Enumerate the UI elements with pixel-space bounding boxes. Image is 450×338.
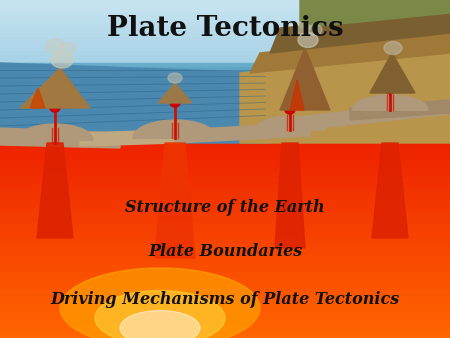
Ellipse shape [373,10,408,25]
Ellipse shape [294,22,310,34]
Polygon shape [350,100,450,120]
Polygon shape [352,95,428,110]
Polygon shape [20,68,90,108]
Polygon shape [275,143,305,248]
Ellipse shape [120,311,200,338]
Polygon shape [155,143,195,258]
Polygon shape [30,88,45,108]
Ellipse shape [320,11,360,29]
Polygon shape [290,80,304,110]
Polygon shape [37,143,73,238]
Ellipse shape [170,99,180,107]
Ellipse shape [46,39,64,53]
Text: Driving Mechanisms of Plate Tectonics: Driving Mechanisms of Plate Tectonics [50,291,400,308]
Polygon shape [175,123,310,143]
Text: Structure of the Earth: Structure of the Earth [125,199,325,216]
Polygon shape [250,33,450,73]
Text: Plate Boundaries: Plate Boundaries [148,243,302,260]
Ellipse shape [385,86,395,94]
Polygon shape [372,143,408,238]
Polygon shape [370,53,415,93]
Polygon shape [280,48,330,110]
Ellipse shape [51,52,73,68]
Polygon shape [300,0,450,28]
Text: Plate Tectonics: Plate Tectonics [107,15,343,42]
Ellipse shape [285,106,295,114]
Ellipse shape [384,42,402,54]
Polygon shape [158,83,192,103]
Ellipse shape [283,22,338,44]
Polygon shape [17,124,93,140]
Ellipse shape [395,18,445,38]
Polygon shape [0,63,270,143]
Polygon shape [270,13,450,53]
Polygon shape [133,120,217,138]
Ellipse shape [308,24,322,35]
Ellipse shape [347,20,392,40]
Polygon shape [240,53,450,143]
Ellipse shape [95,290,225,338]
Ellipse shape [298,32,318,48]
Ellipse shape [60,268,260,338]
Ellipse shape [168,73,182,83]
Ellipse shape [60,42,76,54]
Polygon shape [270,100,450,133]
Ellipse shape [50,104,60,112]
Polygon shape [255,116,325,130]
Polygon shape [80,130,175,146]
Polygon shape [0,128,120,148]
